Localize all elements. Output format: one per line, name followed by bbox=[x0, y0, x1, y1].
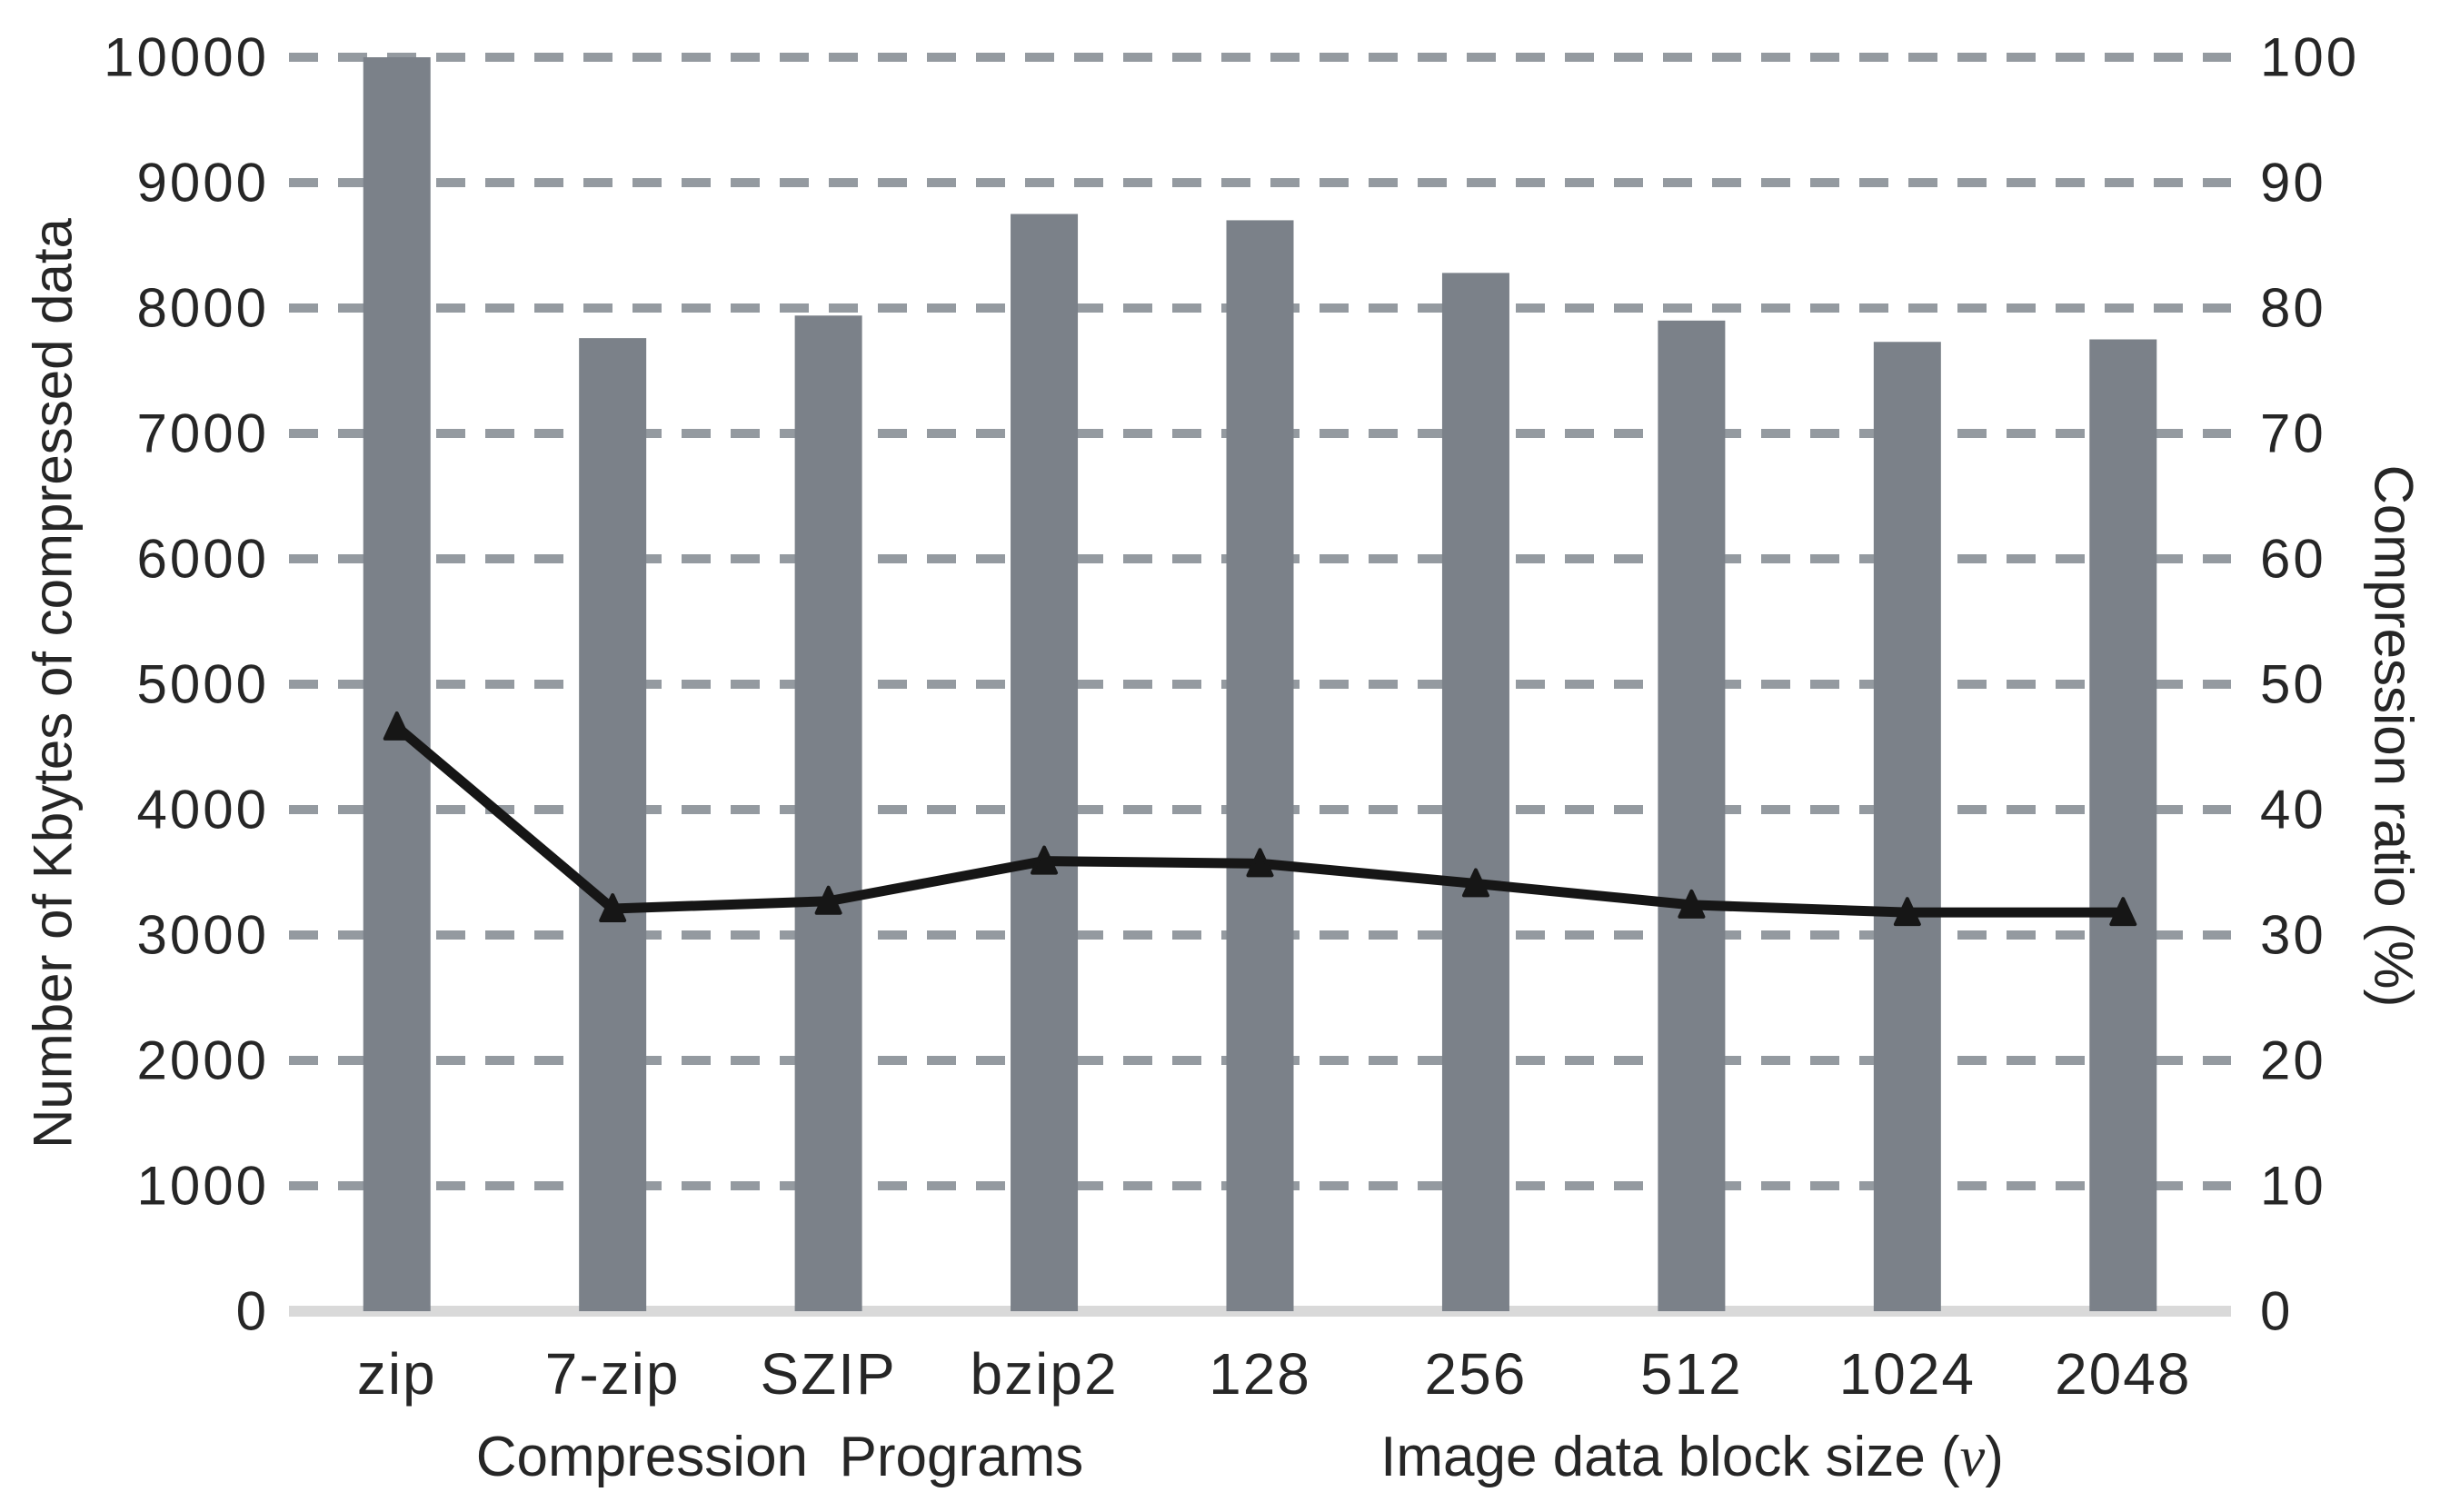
marker-128 bbox=[1246, 848, 1274, 878]
marker-256 bbox=[1461, 868, 1489, 898]
right-tick-label: 50 bbox=[2260, 654, 2326, 715]
marker-1024 bbox=[1893, 897, 1921, 927]
left-tick-label: 0 bbox=[236, 1281, 269, 1342]
left-tick-label: 4000 bbox=[137, 780, 269, 841]
left-axis-title: Number of Kbytes of compressed data bbox=[22, 218, 84, 1149]
category-label-bzip2: bzip2 bbox=[971, 1341, 1119, 1407]
category-label-128: 128 bbox=[1209, 1341, 1311, 1407]
right-tick-label: 10 bbox=[2260, 1156, 2326, 1217]
right-tick-label: 40 bbox=[2260, 780, 2326, 841]
right-tick-label: 100 bbox=[2260, 27, 2359, 88]
blocksize-label-prefix: Image data block size ( bbox=[1380, 1426, 1960, 1488]
x-group-label-programs: Compression Programs bbox=[475, 1426, 1084, 1488]
left-tick-label: 2000 bbox=[137, 1030, 269, 1091]
category-label-1024: 1024 bbox=[1839, 1341, 1976, 1407]
bar-2048 bbox=[2089, 339, 2157, 1311]
left-tick-label: 9000 bbox=[137, 153, 269, 214]
marker-bzip2 bbox=[1031, 845, 1059, 875]
left-tick-label: 7000 bbox=[137, 403, 269, 464]
right-tick-label: 60 bbox=[2260, 529, 2326, 590]
bar-128 bbox=[1226, 220, 1294, 1311]
category-label-256: 256 bbox=[1425, 1341, 1528, 1407]
left-tick-label: 3000 bbox=[137, 905, 269, 966]
blocksize-label-suffix: ) bbox=[1985, 1426, 2004, 1488]
left-tick-label: 8000 bbox=[137, 278, 269, 339]
bar-512 bbox=[1658, 320, 1726, 1311]
category-label-7-zip: 7-zip bbox=[545, 1341, 681, 1407]
left-tick-label: 5000 bbox=[137, 654, 269, 715]
bar-zip bbox=[363, 57, 431, 1311]
x-group-label-blocksize: Image data block size (v) bbox=[1380, 1425, 2004, 1490]
left-tick-label: 10000 bbox=[104, 27, 269, 88]
marker-7-zip bbox=[599, 893, 627, 923]
bar-256 bbox=[1441, 273, 1509, 1311]
right-tick-label: 80 bbox=[2260, 278, 2326, 339]
category-label-2048: 2048 bbox=[2055, 1341, 2191, 1407]
left-tick-label: 1000 bbox=[137, 1156, 269, 1217]
bar-1024 bbox=[1873, 342, 1941, 1311]
right-tick-label: 20 bbox=[2260, 1030, 2326, 1091]
category-label-SZIP: SZIP bbox=[760, 1341, 896, 1407]
marker-512 bbox=[1678, 889, 1706, 919]
bar-bzip2 bbox=[1011, 214, 1079, 1311]
right-axis-title: Compression ratio (%) bbox=[2363, 464, 2425, 1008]
bar-7-zip bbox=[579, 338, 647, 1311]
left-tick-label: 6000 bbox=[137, 529, 269, 590]
bar-SZIP bbox=[794, 315, 862, 1311]
marker-2048 bbox=[2109, 897, 2137, 927]
marker-SZIP bbox=[814, 885, 842, 915]
blocksize-label-variable: v bbox=[1959, 1427, 1986, 1488]
right-tick-label: 70 bbox=[2260, 403, 2326, 464]
category-label-512: 512 bbox=[1640, 1341, 1743, 1407]
right-tick-label: 90 bbox=[2260, 153, 2326, 214]
right-tick-label: 0 bbox=[2260, 1281, 2293, 1342]
marker-zip bbox=[383, 711, 411, 741]
right-tick-label: 30 bbox=[2260, 905, 2326, 966]
category-label-zip: zip bbox=[357, 1341, 437, 1407]
